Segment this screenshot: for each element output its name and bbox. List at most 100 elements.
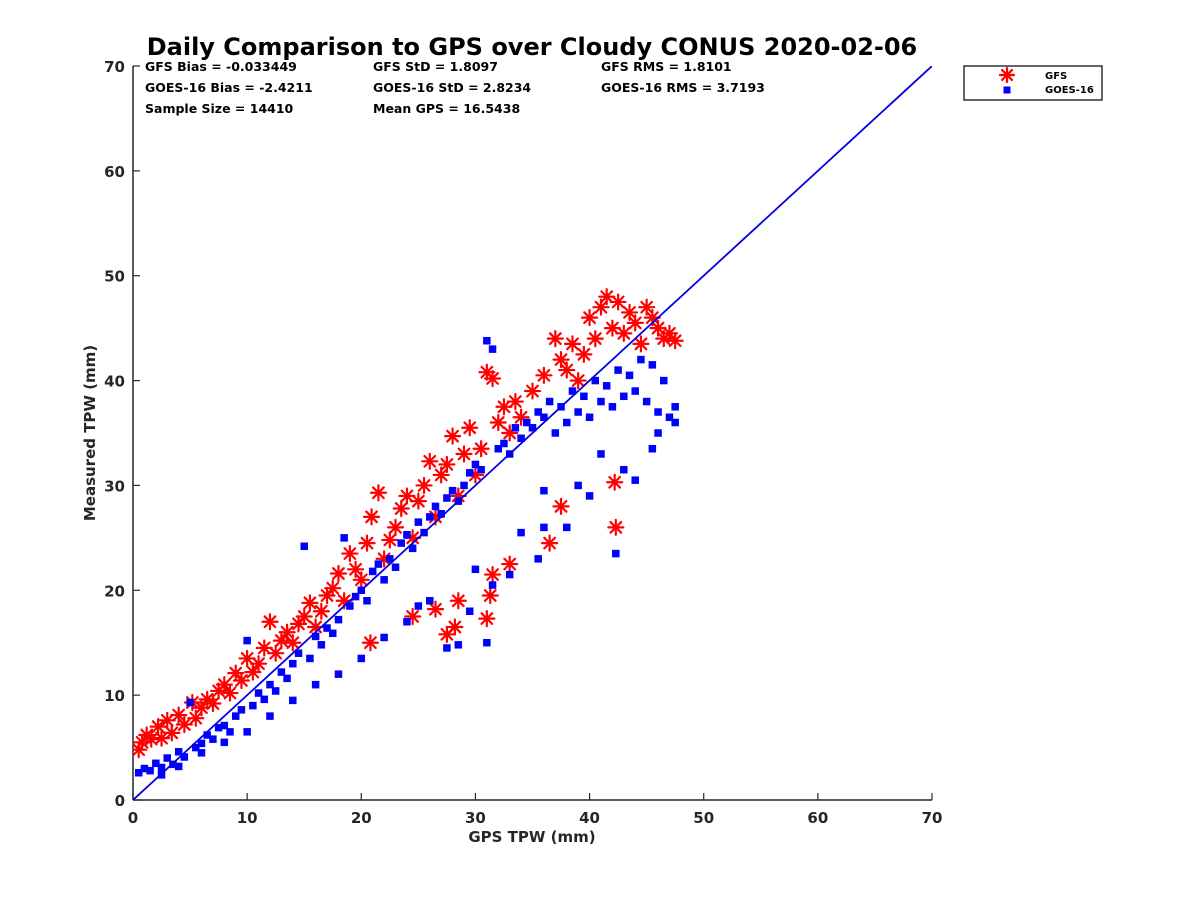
goes-16-point xyxy=(477,465,485,474)
stat-text: GFS Bias = -0.033449 xyxy=(145,59,297,74)
gfs-point xyxy=(267,644,285,662)
x-tick-label: 40 xyxy=(579,809,600,827)
goes-16-point xyxy=(174,748,183,756)
goes-16-point xyxy=(426,597,434,605)
gfs-point xyxy=(358,534,376,552)
gfs-point xyxy=(312,602,330,620)
legend-gfs-asterisk xyxy=(998,66,1016,84)
gfs-point xyxy=(438,455,456,474)
goes-16-point xyxy=(306,654,314,663)
goes-16-point xyxy=(334,615,343,624)
gfs-point xyxy=(432,466,450,484)
goes-16-point xyxy=(443,644,451,652)
goes-16-point xyxy=(317,641,326,649)
goes-16-point xyxy=(157,763,166,772)
goes-16-point xyxy=(494,444,503,453)
goes-16-point xyxy=(249,701,257,710)
goes-16-point xyxy=(671,418,679,427)
gfs-point xyxy=(301,594,319,612)
gfs-point xyxy=(272,632,290,650)
gfs-point xyxy=(232,671,251,690)
goes-16-point xyxy=(197,749,206,757)
gfs-point xyxy=(586,330,604,348)
goes-16-point xyxy=(465,607,474,616)
gfs-point xyxy=(361,634,380,652)
goes-16-point xyxy=(289,659,297,668)
gfs-point xyxy=(472,440,490,458)
goes-16-point xyxy=(220,738,229,747)
goes-16-point xyxy=(585,492,594,500)
gfs-point xyxy=(444,427,462,445)
gfs-point xyxy=(446,618,464,636)
goes-16-point xyxy=(483,638,491,647)
gfs-point xyxy=(362,508,381,526)
goes-16-point xyxy=(551,429,560,437)
goes-16-point xyxy=(368,567,377,576)
goes-16-point xyxy=(654,408,662,416)
gfs-point xyxy=(626,314,644,332)
gfs-point xyxy=(386,518,405,536)
goes-16-point xyxy=(437,509,445,518)
goes-16-point xyxy=(545,397,554,406)
goes-16-point xyxy=(311,632,320,641)
stat-text: GFS RMS = 1.8101 xyxy=(601,59,732,74)
legend-label-goes-16: GOES-16 xyxy=(1045,85,1094,96)
goes-16-point xyxy=(488,345,497,353)
stat-text: GOES-16 StD = 2.8234 xyxy=(373,80,531,95)
gfs-point xyxy=(609,293,627,311)
gfs-point xyxy=(324,579,342,597)
gfs-point xyxy=(255,639,273,657)
gfs-point xyxy=(284,634,302,652)
goes-16-point xyxy=(180,753,189,761)
goes-16-point xyxy=(134,768,143,777)
gfs-point xyxy=(535,366,553,384)
goes-16-point xyxy=(597,397,605,406)
goes-16-point xyxy=(648,361,657,369)
goes-16-point xyxy=(397,539,405,547)
gfs-point xyxy=(606,473,624,491)
y-tick-label: 20 xyxy=(104,582,125,600)
goes-16-point xyxy=(226,728,234,736)
gfs-point xyxy=(598,288,616,306)
gfs-point xyxy=(483,565,502,584)
x-tick-label: 50 xyxy=(693,809,714,827)
gfs-point xyxy=(563,335,582,353)
goes-16-point xyxy=(334,670,343,678)
goes-16-point xyxy=(209,735,217,743)
goes-16-point xyxy=(454,641,463,649)
goes-16-point xyxy=(374,560,383,568)
x-axis-ticks: 0 10 20 30 40 50 60 70 xyxy=(128,793,942,827)
goes-16-point xyxy=(591,376,600,385)
goes-16-point xyxy=(631,387,639,395)
goes-16-point xyxy=(443,494,451,502)
gfs-point xyxy=(607,518,625,536)
goes-16-point xyxy=(380,576,388,584)
goes-16-point xyxy=(614,366,622,374)
goes-16-point xyxy=(448,486,457,495)
goes-16-point xyxy=(231,712,240,720)
legend-gfs-marker xyxy=(998,66,1016,84)
goes-16-point xyxy=(260,695,269,704)
goes-16-point xyxy=(597,450,605,458)
goes-16-point xyxy=(648,444,657,453)
gfs-point xyxy=(501,555,519,573)
goes-16-point xyxy=(568,387,577,395)
gfs-point xyxy=(481,586,499,605)
goes-16-point xyxy=(271,687,280,695)
goes-16-point xyxy=(534,555,542,563)
goes-16-point xyxy=(540,486,548,495)
reference-line xyxy=(133,66,932,800)
goes-16-point xyxy=(357,654,366,663)
gfs-point xyxy=(632,335,650,353)
gfs-point xyxy=(261,613,279,631)
gfs-point xyxy=(204,694,222,713)
gfs-point xyxy=(421,452,439,470)
x-tick-label: 20 xyxy=(351,809,372,827)
y-tick-label: 10 xyxy=(104,687,125,705)
x-tick-label: 60 xyxy=(807,809,828,827)
goes-16-point xyxy=(654,429,662,437)
y-axis-ticks: 0 10 20 30 40 50 60 70 xyxy=(104,58,140,810)
goes-16-point xyxy=(266,712,274,720)
gfs-point xyxy=(398,487,416,505)
legend: GFS GOES-16 xyxy=(963,65,1103,101)
